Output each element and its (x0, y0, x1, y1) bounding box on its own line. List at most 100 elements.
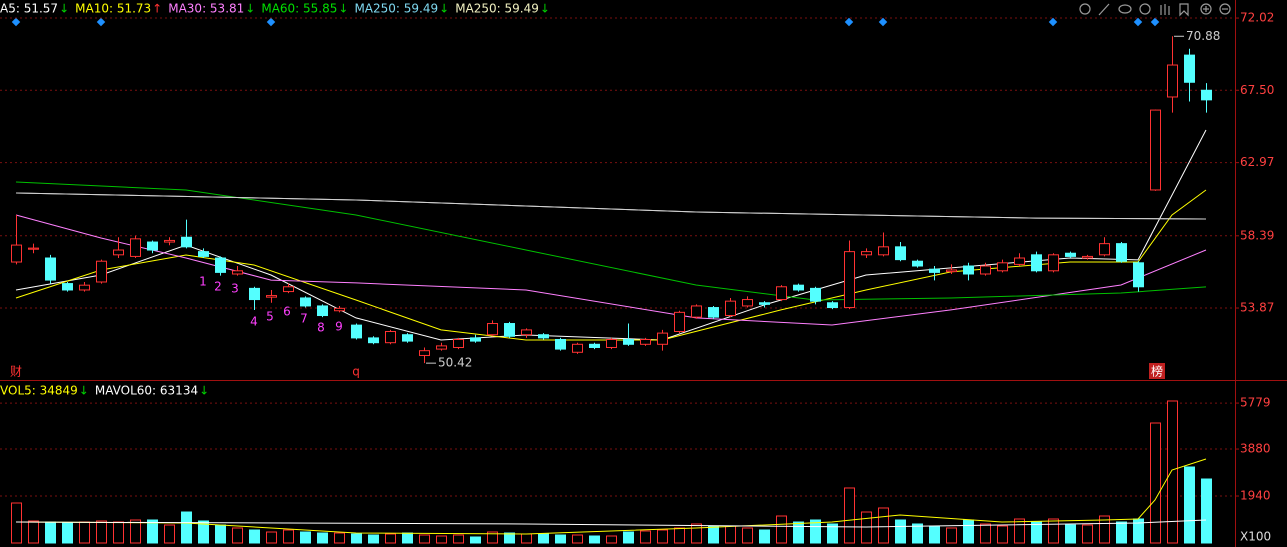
candle-body (589, 343, 600, 348)
volume-bar (810, 519, 821, 544)
event-marker[interactable] (878, 17, 888, 27)
volume-bar (368, 534, 379, 544)
extreme-label: 70.88 (1186, 29, 1220, 43)
candle-body (1031, 254, 1042, 272)
candle-body (419, 350, 430, 356)
volume-bar (708, 525, 719, 544)
volume-bar (1099, 515, 1110, 544)
candle-body (113, 249, 124, 256)
target-icon[interactable] (1139, 3, 1151, 15)
volume-bar (674, 527, 685, 544)
legend-label: MA250: 59.49 (354, 2, 438, 16)
legend-arrow: ↓ (338, 2, 348, 16)
candle-body (130, 238, 141, 257)
event-marker[interactable] (11, 17, 21, 27)
zoom-out-icon[interactable] (1219, 3, 1231, 15)
candle-body (1133, 262, 1144, 288)
event-tag[interactable]: 榜 (1151, 364, 1163, 379)
volume-bar (1014, 518, 1025, 544)
volume-bar (249, 529, 260, 544)
volume-bar (198, 520, 209, 544)
candle-body (1150, 109, 1161, 191)
event-marker[interactable] (266, 17, 276, 27)
hand-icon[interactable] (1160, 4, 1170, 15)
volume-bar (1167, 400, 1178, 544)
volume-bar (623, 531, 634, 544)
event-marker[interactable] (1048, 17, 1058, 27)
event-marker[interactable] (1133, 17, 1143, 27)
volume-bar (504, 532, 515, 544)
draw-icon[interactable] (1098, 3, 1110, 16)
legend-arrow: ↓ (439, 2, 449, 16)
legend-arrow: ↓ (540, 2, 550, 16)
volume-bar (606, 535, 617, 544)
volume-bar (470, 536, 481, 544)
candle-body (436, 345, 447, 350)
candle-body (79, 284, 90, 291)
candle-body (980, 265, 991, 275)
event-marker[interactable] (1150, 17, 1160, 27)
volume-bar (725, 525, 736, 544)
candle-body (1065, 252, 1076, 257)
candle-body (215, 257, 226, 273)
candle-body (946, 269, 957, 273)
candle-body (725, 300, 736, 317)
volume-bar (113, 521, 124, 544)
ma-line (15, 214, 1207, 326)
volume-bar (640, 530, 651, 544)
legend-label: MA60: 55.85 (261, 2, 337, 16)
volume-bar (402, 532, 413, 544)
ma-line (15, 458, 1207, 535)
event-tag[interactable]: q (352, 365, 360, 379)
sequence-number: 9 (335, 320, 343, 334)
candle-body (1014, 257, 1025, 265)
volume-bar (164, 524, 175, 544)
candle-body (657, 332, 668, 345)
candle-body (674, 311, 685, 333)
candle-body (997, 262, 1008, 272)
candle-body (878, 246, 889, 256)
candle-body (62, 283, 73, 291)
y-tick-label: 5779 (1240, 396, 1271, 410)
event-marker[interactable] (844, 17, 854, 27)
volume-bar (11, 502, 22, 544)
candle-body (198, 251, 209, 257)
candle-body (521, 329, 532, 336)
candle-body (1201, 89, 1212, 101)
ma-line (15, 192, 1207, 220)
volume-bar (572, 534, 583, 544)
sequence-number: 7 (300, 312, 308, 326)
zoom-in-icon[interactable] (1200, 3, 1212, 15)
event-tag[interactable]: 财 (10, 365, 22, 379)
volume-bar (147, 519, 158, 544)
volume-bar (827, 523, 838, 544)
volume-bar (742, 527, 753, 544)
y-tick-label: 67.50 (1240, 83, 1274, 97)
view-icon[interactable] (1118, 4, 1132, 14)
legend-label: MA10: 51.73 (75, 2, 151, 16)
volume-bar (283, 529, 294, 544)
candle-body (300, 297, 311, 307)
event-marker[interactable] (96, 17, 106, 27)
volume-bar (300, 531, 311, 544)
y-tick-label: 72.02 (1240, 11, 1274, 25)
y-tick-label: 3880 (1240, 442, 1271, 456)
candle-body (963, 265, 974, 275)
settings-icon[interactable] (1079, 3, 1091, 15)
volume-bar (776, 515, 787, 544)
volume-bar (691, 523, 702, 544)
volume-bar (555, 534, 566, 544)
marker-bg (1149, 363, 1165, 379)
bookmark-icon[interactable] (1179, 3, 1189, 17)
volume-bar (1116, 521, 1127, 544)
volume-bar (980, 523, 991, 544)
candle-body (402, 334, 413, 342)
volume-bar (385, 533, 396, 544)
volume-bar (589, 535, 600, 544)
event-markers (11, 17, 1160, 27)
sequence-number: 5 (266, 310, 274, 324)
volume-bar (1184, 466, 1195, 544)
candle-body (929, 268, 940, 273)
volume-bar (130, 519, 141, 544)
volume-bar (538, 533, 549, 544)
